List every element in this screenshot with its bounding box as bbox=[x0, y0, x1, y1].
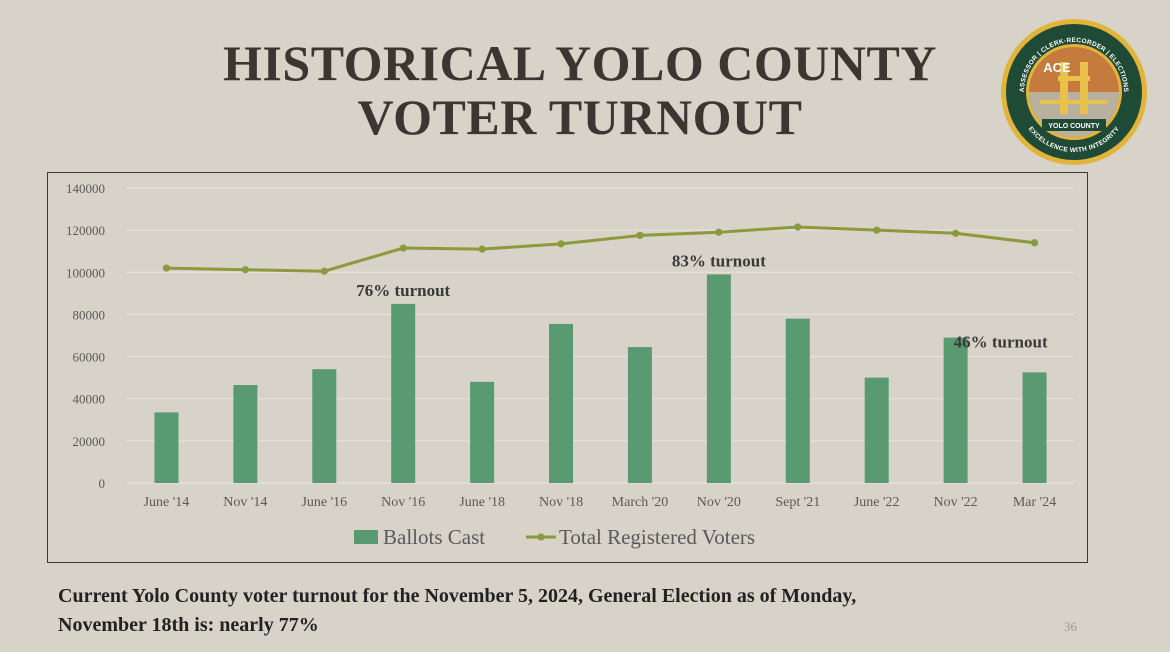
line-point-registered-voters bbox=[557, 240, 565, 248]
bar-ballots-cast bbox=[470, 381, 495, 483]
legend-marker-registered-voters bbox=[537, 533, 545, 541]
title-line-1: HISTORICAL YOLO COUNTY bbox=[223, 35, 937, 91]
line-point-registered-voters bbox=[636, 231, 644, 240]
y-tick-label: 0 bbox=[99, 476, 106, 491]
line-point-registered-voters bbox=[715, 228, 723, 236]
bar-ballots-cast bbox=[312, 369, 337, 483]
line-total-registered-voters bbox=[166, 225, 1035, 273]
bar-ballots-cast bbox=[943, 337, 968, 483]
bar-ballots-cast bbox=[864, 377, 889, 483]
y-tick-label: 120000 bbox=[66, 223, 105, 238]
yolo-county-ace-logo: ACE YOLO COUNTY ASSESSOR | CLERK-RECORDE… bbox=[1001, 19, 1147, 165]
logo-center-label: ACE bbox=[1043, 60, 1071, 75]
bar-ballots-cast bbox=[627, 347, 652, 483]
turnout-chart: 0 20000 40000 60000 80000 100000 120000 140000 J… bbox=[47, 172, 1088, 563]
line-point-registered-voters bbox=[1030, 239, 1039, 247]
x-tick-label: June '22 bbox=[854, 495, 900, 510]
bar-ballots-cast bbox=[391, 303, 416, 483]
y-tick-label: 100000 bbox=[66, 265, 105, 280]
bar-ballots-cast bbox=[549, 323, 574, 483]
bar-ballots-cast bbox=[233, 385, 258, 483]
legend-label-ballots-cast: Ballots Cast bbox=[383, 525, 485, 549]
line-point-registered-voters bbox=[952, 229, 960, 237]
y-tick-label: 140000 bbox=[66, 181, 105, 196]
bar-ballots-cast bbox=[785, 318, 810, 483]
x-tick-label: March '20 bbox=[612, 495, 669, 510]
x-tick-label: Nov '16 bbox=[381, 495, 425, 510]
x-tick-label: June '14 bbox=[144, 495, 190, 510]
line-point-registered-voters bbox=[873, 226, 881, 234]
logo-county-label: YOLO COUNTY bbox=[1048, 123, 1100, 130]
x-tick-label: Nov '14 bbox=[223, 495, 267, 510]
turnout-annotation: 76% turnout bbox=[356, 281, 450, 300]
footer-line-1: Current Yolo County voter turnout for th… bbox=[58, 585, 857, 607]
legend-label-registered-voters: Total Registered Voters bbox=[559, 525, 755, 549]
chart-canvas: 0 20000 40000 60000 80000 100000 120000 140000 J… bbox=[66, 181, 1074, 549]
line-point-registered-voters bbox=[241, 266, 249, 274]
y-tick-label: 80000 bbox=[73, 307, 106, 322]
line-point-registered-voters bbox=[320, 267, 328, 275]
turnout-annotation: 46% turnout bbox=[954, 333, 1048, 352]
y-tick-label: 60000 bbox=[73, 350, 106, 365]
bar-ballots-cast bbox=[1022, 372, 1047, 483]
x-tick-label: June '18 bbox=[459, 495, 505, 510]
footer-line-2: November 18th is: nearly 77% bbox=[58, 614, 319, 636]
legend-swatch-ballots-cast bbox=[354, 530, 378, 544]
title-line-2: VOTER TURNOUT bbox=[357, 89, 803, 145]
line-point-registered-voters bbox=[478, 245, 486, 253]
line-point-registered-voters bbox=[399, 244, 407, 252]
x-tick-label: Nov '20 bbox=[697, 495, 741, 510]
x-tick-label: Nov '22 bbox=[934, 495, 978, 510]
bar-ballots-cast bbox=[706, 274, 731, 483]
y-tick-label: 40000 bbox=[73, 392, 106, 407]
x-tick-label: Sept '21 bbox=[775, 495, 820, 510]
y-tick-label: 20000 bbox=[73, 434, 106, 449]
slide-title: HISTORICAL YOLO COUNTY VOTER TURNOUT bbox=[130, 36, 1030, 144]
bar-ballots-cast bbox=[154, 412, 179, 483]
line-point-registered-voters bbox=[794, 223, 802, 231]
x-tick-label: Mar '24 bbox=[1013, 495, 1056, 510]
turnout-annotation: 83% turnout bbox=[672, 251, 766, 270]
line-point-registered-voters bbox=[162, 264, 171, 272]
slide-number: 36 bbox=[1064, 619, 1077, 634]
footer-note: Current Yolo County voter turnout for th… bbox=[58, 582, 1048, 640]
x-tick-label: June '16 bbox=[301, 495, 347, 510]
x-tick-label: Nov '18 bbox=[539, 495, 583, 510]
